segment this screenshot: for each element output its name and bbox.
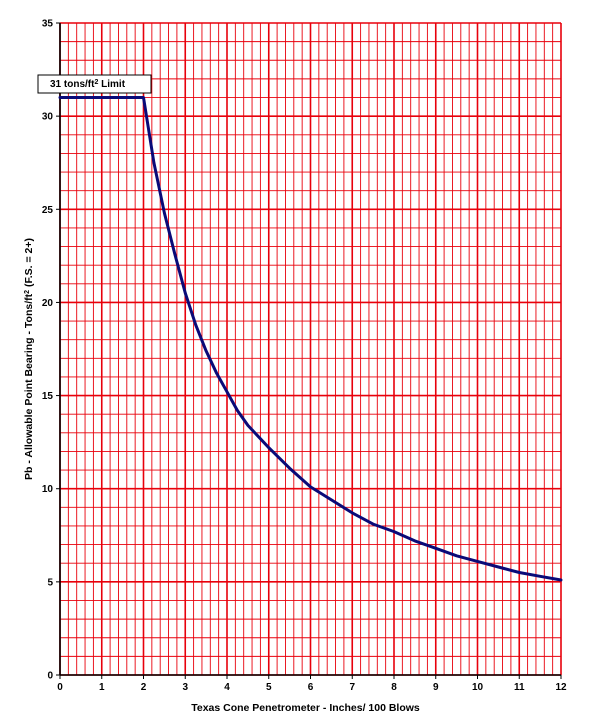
y-tick-label: 35 — [42, 19, 54, 30]
x-tick-label: 12 — [555, 682, 567, 693]
line-layer — [58, 96, 563, 582]
y-tick-label: 30 — [42, 112, 54, 123]
y-axis-title-tail: (F.S. = 2+) — [23, 238, 35, 290]
x-tick-label: 6 — [308, 682, 314, 693]
annotation-text-main: 31 tons/ft — [50, 79, 95, 90]
x-tick-label: 4 — [224, 682, 230, 693]
y-axis-title: Pb - Allowable Point Bearing - Tons/ft2 … — [23, 238, 35, 480]
y-tick-label: 0 — [47, 671, 53, 682]
axis-layer — [56, 22, 562, 679]
x-tick-label: 11 — [514, 682, 525, 693]
x-tick-label: 3 — [182, 682, 188, 693]
grid-layer — [59, 22, 562, 676]
annotation-text-sup: 2 — [94, 79, 98, 86]
y-axis-title-sup: 2 — [24, 290, 31, 294]
x-tick-label: 8 — [391, 682, 397, 693]
x-axis-title: Texas Cone Penetrometer - Inches/ 100 Bl… — [191, 702, 420, 714]
annotation-text-tail: Limit — [98, 79, 125, 90]
y-tick-label: 20 — [42, 298, 54, 309]
annotation-box — [37, 74, 152, 94]
annotation-label: 31 tons/ft2 Limit — [50, 79, 126, 91]
x-tick-label: 0 — [57, 682, 63, 693]
x-tick-label: 9 — [433, 682, 439, 693]
bearing-curve-line — [58, 96, 563, 582]
y-tick-label: 10 — [42, 484, 54, 495]
x-tick-label: 2 — [141, 682, 147, 693]
y-tick-label: 15 — [42, 391, 54, 402]
y-tick-label: 25 — [42, 205, 54, 216]
x-tick-label: 1 — [99, 682, 105, 693]
limit-annotation: 31 tons/ft2 Limit — [37, 74, 152, 94]
x-tick-label: 5 — [266, 682, 272, 693]
x-tick-label: 7 — [349, 682, 355, 693]
y-tick-label: 5 — [47, 577, 53, 588]
y-axis-title-main: Pb - Allowable Point Bearing - Tons/ft — [23, 293, 35, 480]
x-tick-label: 10 — [472, 682, 484, 693]
